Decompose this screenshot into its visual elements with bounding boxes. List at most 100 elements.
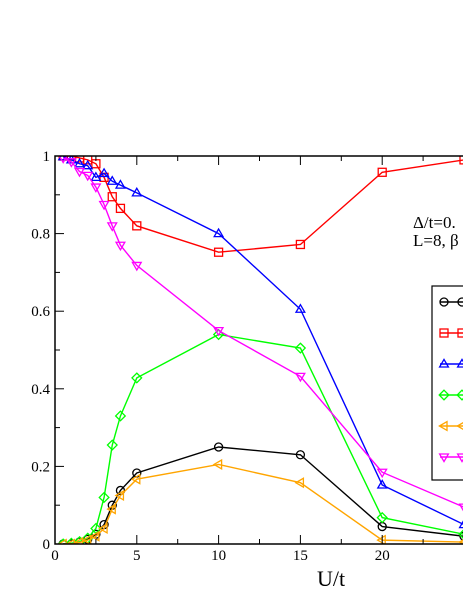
series-4-line — [63, 333, 463, 544]
data-point — [131, 372, 143, 384]
legend-entry — [438, 453, 463, 463]
data-point — [65, 158, 77, 168]
data-point — [294, 303, 306, 313]
data-point — [458, 529, 463, 540]
series-3-line — [62, 156, 463, 525]
legend-entry — [438, 420, 463, 432]
data-point — [90, 530, 100, 542]
series-2 — [58, 156, 463, 257]
data-point — [66, 539, 77, 544]
data-point — [98, 167, 110, 178]
legend-entry — [439, 297, 463, 307]
data-point — [213, 227, 225, 238]
series-5-line — [63, 463, 463, 544]
data-point — [115, 203, 126, 214]
data-point — [131, 261, 143, 272]
data-point — [131, 186, 143, 197]
x-tick-label: 10 — [211, 548, 226, 564]
data-point — [114, 179, 126, 189]
data-point — [98, 522, 108, 535]
legend-entry — [439, 328, 463, 338]
data-point — [114, 241, 126, 252]
legend-marker — [456, 389, 463, 401]
series-3 — [57, 156, 463, 529]
legend-marker — [439, 328, 449, 338]
data-point — [106, 222, 118, 232]
y-tick-label: 0.2 — [31, 459, 50, 475]
legend-marker — [438, 453, 450, 463]
y-tick-label: 0 — [43, 537, 51, 553]
data-point — [81, 534, 92, 544]
data-point — [90, 171, 102, 181]
legend-marker — [438, 389, 450, 401]
data-point — [130, 473, 141, 485]
x-tick-label: 0 — [51, 548, 59, 564]
legend-marker — [456, 453, 463, 463]
data-point — [376, 511, 388, 524]
legend-marker — [457, 328, 463, 338]
y-tick-label: 1 — [43, 149, 51, 165]
series-4 — [57, 328, 463, 544]
series-6-line — [62, 157, 463, 508]
data-point — [57, 156, 69, 161]
data-point — [213, 442, 224, 452]
data-point — [65, 538, 76, 544]
data-point — [57, 538, 67, 544]
data-point — [295, 450, 306, 460]
legend — [431, 285, 463, 481]
data-point — [295, 239, 306, 250]
data-point — [459, 531, 463, 541]
data-point — [106, 175, 118, 185]
data-point — [74, 167, 86, 178]
x-axis-title: U/t — [317, 566, 345, 591]
data-point — [107, 192, 117, 202]
series-5 — [57, 458, 463, 544]
data-point — [90, 183, 102, 193]
series-6 — [58, 156, 463, 512]
data-point — [115, 485, 126, 496]
data-point — [114, 410, 127, 422]
data-point — [74, 157, 86, 168]
y-tick-label: 0.6 — [31, 304, 50, 320]
data-point — [73, 536, 84, 544]
x-tick-label: 15 — [293, 548, 308, 564]
data-point — [98, 491, 110, 504]
series-group — [57, 156, 463, 544]
data-point — [294, 477, 305, 489]
data-point — [294, 342, 307, 354]
data-point — [377, 167, 387, 177]
x-tick-label: 5 — [133, 548, 141, 564]
data-point — [213, 326, 225, 337]
legend-entry — [438, 389, 463, 401]
data-point — [58, 156, 68, 164]
data-point — [114, 489, 125, 502]
data-point — [459, 156, 463, 165]
legend-marker — [439, 297, 449, 307]
annotation-lattice: L=8, β — [413, 231, 459, 250]
legend-marker — [438, 358, 450, 368]
data-point — [82, 171, 94, 182]
plot-area — [57, 156, 463, 544]
data-point — [458, 503, 463, 512]
data-point — [106, 439, 118, 451]
legend-marker — [457, 297, 463, 307]
data-point — [82, 159, 94, 170]
data-point — [376, 468, 388, 479]
legend-frame — [431, 285, 463, 481]
legend-marker — [438, 420, 448, 432]
data-point — [212, 458, 223, 470]
annotation-delta: Δ/t=0. — [413, 213, 456, 232]
y-tick-label: 0.8 — [31, 227, 50, 243]
data-point — [458, 520, 463, 529]
data-point — [132, 221, 142, 231]
data-point — [294, 372, 306, 383]
data-point — [213, 247, 224, 257]
data-point — [106, 503, 116, 515]
legend-marker — [456, 422, 463, 430]
legend-entry — [438, 358, 463, 368]
data-point — [98, 200, 110, 211]
data-point — [376, 479, 388, 489]
axes: 0 5 10 15 20 0 0.2 0.4 0.6 0.8 1 — [31, 149, 463, 564]
data-point — [376, 534, 386, 544]
